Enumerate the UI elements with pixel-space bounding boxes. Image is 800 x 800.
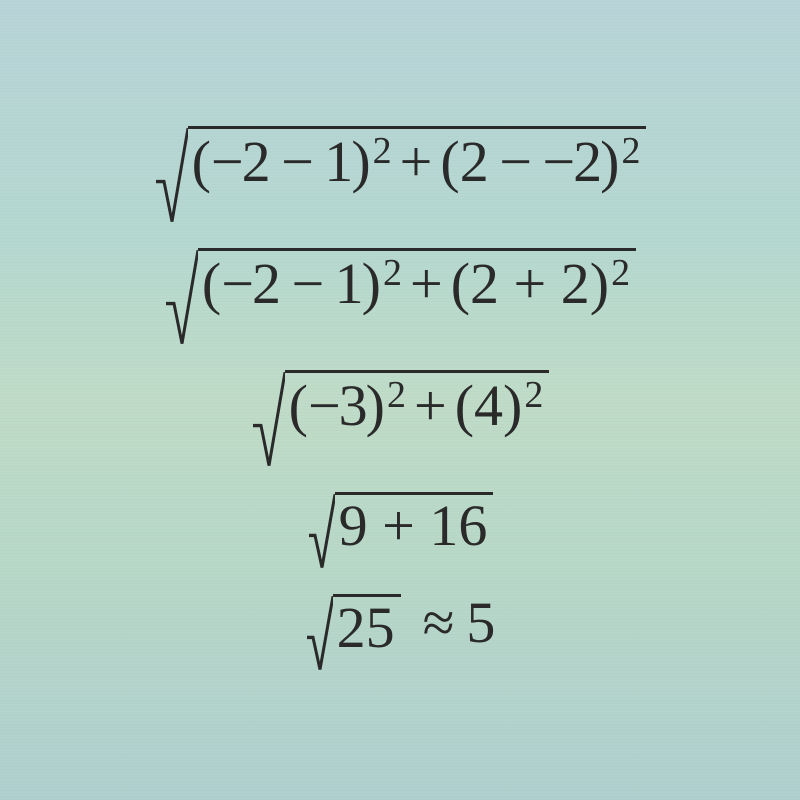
inner-expr: −3 (308, 377, 366, 435)
paren-close: ) (503, 377, 522, 435)
exponent: 2 (387, 376, 406, 414)
math-line-4: 9 + 16 (307, 492, 494, 572)
radical-symbol-icon (154, 126, 188, 226)
radical-symbol-icon (251, 370, 285, 470)
result-value: 5 (466, 594, 495, 652)
exponent: 2 (524, 376, 543, 414)
simple-expr: 9 + 16 (339, 497, 488, 555)
math-line-3: ( −3 ) 2 + ( 4 ) 2 (251, 370, 550, 470)
math-line-5: 25 ≈ 5 (305, 594, 496, 674)
exponent: 2 (383, 254, 402, 292)
radicand-1: ( −2 − 1 ) 2 + ( 2 − −2 ) 2 (188, 126, 647, 191)
paren-open: ( (451, 255, 470, 313)
radicand-4: 9 + 16 (335, 492, 494, 555)
group-2a: ( −2 − 1 ) 2 (202, 255, 402, 313)
paren-open: ( (289, 377, 308, 435)
radical-1: ( −2 − 1 ) 2 + ( 2 − −2 ) 2 (154, 126, 647, 226)
inner-expr: −2 − 1 (211, 133, 351, 191)
paren-close: ) (351, 133, 370, 191)
radical-4: 9 + 16 (307, 492, 494, 572)
inner-expr: 4 (474, 377, 503, 435)
math-line-2: ( −2 − 1 ) 2 + ( 2 + 2 ) 2 (164, 248, 636, 348)
paren-open: ( (440, 133, 459, 191)
group-2b: ( 2 + 2 ) 2 (451, 255, 630, 313)
plus-operator: + (400, 133, 433, 191)
radicand-2: ( −2 − 1 ) 2 + ( 2 + 2 ) 2 (198, 248, 636, 313)
radicand-3: ( −3 ) 2 + ( 4 ) 2 (285, 370, 550, 435)
group-3a: ( −3 ) 2 (289, 377, 406, 435)
paren-open: ( (202, 255, 221, 313)
plus-operator: + (414, 377, 447, 435)
paren-open: ( (192, 133, 211, 191)
plus-operator: + (410, 255, 443, 313)
radical-symbol-icon (305, 594, 333, 674)
radical-symbol-icon (164, 248, 198, 348)
group-1b: ( 2 − −2 ) 2 (440, 133, 640, 191)
group-3b: ( 4 ) 2 (455, 377, 544, 435)
approx-symbol: ≈ (423, 594, 455, 652)
inner-expr: −2 − 1 (221, 255, 361, 313)
exponent: 2 (373, 132, 392, 170)
paren-close: ) (366, 377, 385, 435)
inner-expr: 2 + 2 (470, 255, 590, 313)
paren-open: ( (455, 377, 474, 435)
radical-5: 25 (305, 594, 401, 674)
exponent: 2 (621, 132, 640, 170)
paren-close: ) (600, 133, 619, 191)
radicand-5: 25 (333, 594, 401, 657)
simple-expr: 25 (337, 599, 395, 657)
radical-2: ( −2 − 1 ) 2 + ( 2 + 2 ) 2 (164, 248, 636, 348)
paren-close: ) (590, 255, 609, 313)
radical-symbol-icon (307, 492, 335, 572)
group-1a: ( −2 − 1 ) 2 (192, 133, 392, 191)
inner-expr: 2 − −2 (460, 133, 600, 191)
result-tail: ≈ 5 (411, 594, 496, 652)
radical-3: ( −3 ) 2 + ( 4 ) 2 (251, 370, 550, 470)
exponent: 2 (611, 254, 630, 292)
paren-close: ) (362, 255, 381, 313)
math-line-1: ( −2 − 1 ) 2 + ( 2 − −2 ) 2 (154, 126, 647, 226)
